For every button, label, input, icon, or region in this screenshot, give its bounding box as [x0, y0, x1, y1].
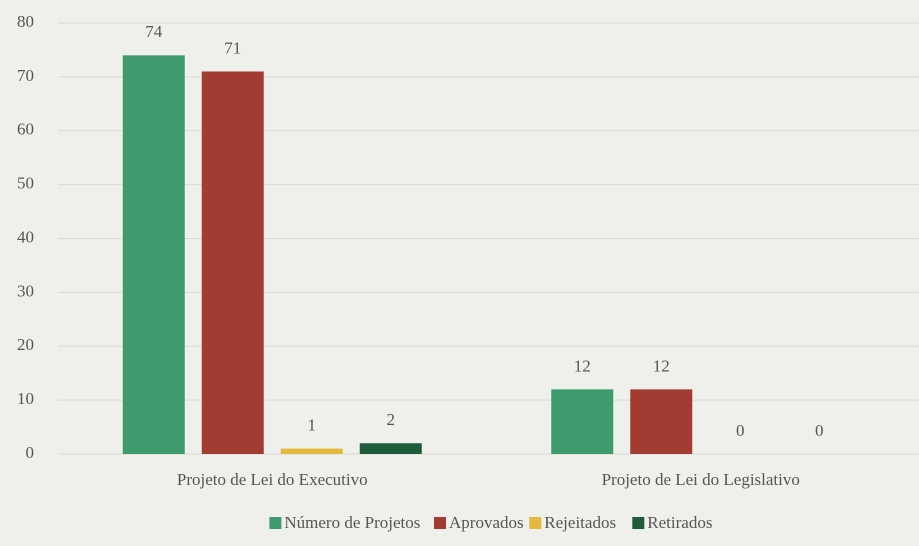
value-label: 0 [736, 421, 745, 440]
legend-label: Número de Projetos [284, 513, 420, 532]
value-label: 0 [815, 421, 824, 440]
y-tick-label: 20 [17, 335, 34, 354]
legend-swatch [632, 517, 645, 529]
bar [551, 389, 614, 454]
value-label: 71 [224, 38, 241, 57]
y-tick-label: 80 [17, 12, 34, 31]
value-label: 12 [653, 356, 670, 375]
bar [280, 448, 343, 454]
value-label: 1 [308, 416, 317, 435]
y-tick-label: 30 [17, 281, 34, 300]
legend-swatch [434, 517, 446, 529]
legend-label: Aprovados [449, 513, 524, 532]
value-label: 2 [387, 410, 396, 429]
x-tick-label: Projeto de Lei do Legislativo [602, 470, 800, 489]
legend-swatch [269, 517, 282, 529]
bar [201, 71, 264, 455]
bar [630, 389, 693, 454]
value-label: 12 [574, 356, 591, 375]
y-tick-label: 60 [17, 120, 34, 139]
y-tick-label: 70 [17, 66, 34, 85]
bar [122, 55, 185, 454]
bar [359, 443, 422, 454]
y-tick-label: 0 [26, 443, 35, 462]
x-tick-label: Projeto de Lei do Executivo [177, 470, 368, 489]
y-tick-label: 40 [17, 227, 34, 246]
legend-label: Retirados [647, 513, 712, 532]
legend-label: Rejeitados [544, 513, 616, 532]
legend-swatch [529, 517, 542, 529]
value-label: 74 [145, 22, 163, 41]
y-tick-label: 10 [17, 389, 34, 408]
y-tick-label: 50 [17, 174, 34, 193]
